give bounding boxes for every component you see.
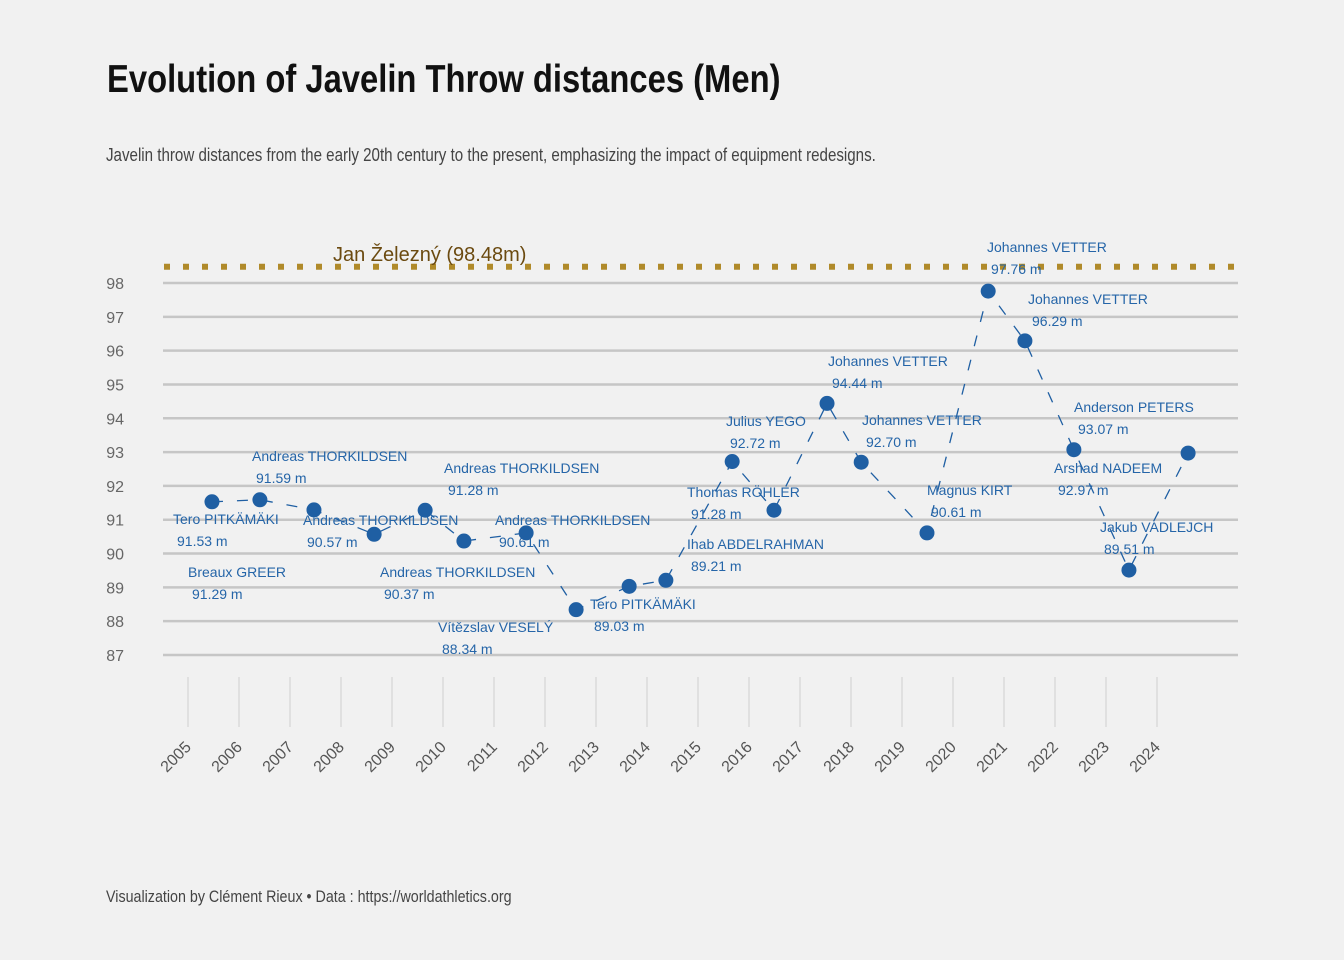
point-athlete-label: Andreas THORKILDSEN	[252, 448, 407, 464]
x-tick-label: 2015	[668, 739, 705, 776]
point-value-label: 92.70 m	[866, 434, 917, 450]
data-point	[568, 602, 584, 618]
x-tick-label: 2009	[362, 739, 399, 776]
series-line	[211, 289, 1189, 611]
data-point	[518, 525, 534, 541]
x-tick-label: 2007	[260, 739, 297, 776]
y-tick-label: 92	[106, 479, 124, 496]
chart-subtitle: Javelin throw distances from the early 2…	[106, 145, 876, 165]
data-point	[1017, 333, 1033, 349]
x-tick-label: 2010	[413, 739, 450, 776]
x-tick-label: 2017	[770, 739, 807, 776]
data-point	[1066, 442, 1082, 458]
point-athlete-label: Johannes VETTER	[987, 239, 1107, 255]
x-tick-label: 2006	[209, 739, 246, 776]
y-tick-label: 94	[106, 411, 124, 428]
point-athlete-label: Tero PITKÄMÄKI	[590, 596, 696, 612]
point-value-label: 88.34 m	[442, 641, 493, 657]
data-point	[1121, 562, 1137, 578]
x-tick-label: 2021	[974, 739, 1011, 776]
point-athlete-label: Jakub VADLEJCH	[1100, 519, 1213, 535]
data-point	[366, 526, 382, 542]
y-tick-label: 95	[106, 377, 124, 394]
data-point	[658, 572, 674, 588]
data-point	[1180, 445, 1196, 461]
x-tick-label: 2019	[872, 739, 909, 776]
point-athlete-label: Andreas THORKILDSEN	[495, 512, 650, 528]
x-tick-label: 2011	[464, 739, 500, 775]
y-tick-label: 97	[106, 310, 124, 327]
point-athlete-label: Johannes VETTER	[862, 412, 982, 428]
point-athlete-label: Arshad NADEEM	[1054, 460, 1162, 476]
y-tick-label: 87	[106, 648, 124, 665]
point-value-label: 89.21 m	[691, 558, 742, 574]
data-point	[853, 454, 869, 470]
point-value-label: 93.07 m	[1078, 421, 1129, 437]
point-value-label: 91.53 m	[177, 533, 228, 549]
data-point	[980, 283, 996, 299]
point-athlete-label: Julius YEGO	[726, 413, 806, 429]
point-value-label: 90.57 m	[307, 534, 358, 550]
data-point	[306, 502, 322, 518]
y-tick-label: 90	[106, 547, 124, 564]
point-value-label: 92.72 m	[730, 435, 781, 451]
point-athlete-label: Andreas THORKILDSEN	[444, 460, 599, 476]
point-athlete-label: Tero PITKÄMÄKI	[173, 511, 279, 527]
point-athlete-label: Anderson PETERS	[1074, 399, 1194, 415]
point-athlete-label: Breaux GREER	[188, 564, 286, 580]
point-value-label: 90.61 m	[931, 504, 982, 520]
y-tick-label: 91	[106, 513, 124, 530]
point-athlete-label: Magnus KIRT	[927, 482, 1013, 498]
data-point	[819, 395, 835, 411]
point-value-label: 94.44 m	[832, 375, 883, 391]
data-point	[724, 454, 740, 470]
point-athlete-label: Vítězslav VESELÝ	[438, 619, 554, 635]
x-tick-label: 2016	[719, 739, 756, 776]
x-tick-label: 2005	[158, 739, 195, 776]
point-value-label: 90.37 m	[384, 586, 435, 602]
data-point	[919, 525, 935, 541]
data-point	[621, 578, 637, 594]
point-value-label: 91.28 m	[691, 506, 742, 522]
x-tick-label: 2018	[821, 739, 858, 776]
y-tick-label: 89	[106, 580, 124, 597]
y-tick-label: 96	[106, 344, 124, 361]
point-athlete-label: Ihab ABDELRAHMAN	[687, 536, 824, 552]
point-value-label: 90.61 m	[499, 534, 550, 550]
point-athlete-label: Andreas THORKILDSEN	[380, 564, 535, 580]
data-point	[456, 533, 472, 549]
y-tick-label: 98	[106, 276, 124, 293]
reference-line-label: Jan Železný (98.48m)	[333, 243, 526, 266]
x-tick-label: 2008	[311, 739, 348, 776]
point-value-label: 91.59 m	[256, 470, 307, 486]
point-value-label: 91.28 m	[448, 482, 499, 498]
data-point	[204, 494, 220, 510]
point-value-label: 96.29 m	[1032, 313, 1083, 329]
x-tick-label: 2013	[566, 739, 603, 776]
point-value-label: 89.03 m	[594, 618, 645, 634]
x-tick-label: 2023	[1076, 739, 1113, 776]
point-value-label: 89.51 m	[1104, 541, 1155, 557]
point-athlete-label: Johannes VETTER	[828, 353, 948, 369]
chart-caption: Visualization by Clément Rieux • Data : …	[106, 887, 512, 906]
point-value-label: 92.97 m	[1058, 482, 1109, 498]
y-tick-label: 88	[106, 614, 124, 631]
chart-title: Evolution of Javelin Throw distances (Me…	[107, 58, 781, 101]
point-athlete-label: Andreas THORKILDSEN	[303, 512, 458, 528]
point-athlete-label: Johannes VETTER	[1028, 291, 1148, 307]
point-athlete-label: Thomas RÖHLER	[687, 483, 800, 500]
x-tick-label: 2014	[617, 739, 654, 776]
y-tick-label: 93	[106, 445, 124, 462]
x-tick-label: 2024	[1127, 739, 1164, 776]
data-point	[766, 502, 782, 518]
x-tick-label: 2022	[1025, 739, 1062, 776]
point-value-label: 97.76 m	[991, 261, 1042, 277]
point-value-label: 91.29 m	[192, 586, 243, 602]
data-point	[417, 502, 433, 518]
data-point	[252, 492, 268, 508]
x-tick-label: 2012	[515, 739, 552, 776]
x-tick-label: 2020	[923, 739, 960, 776]
